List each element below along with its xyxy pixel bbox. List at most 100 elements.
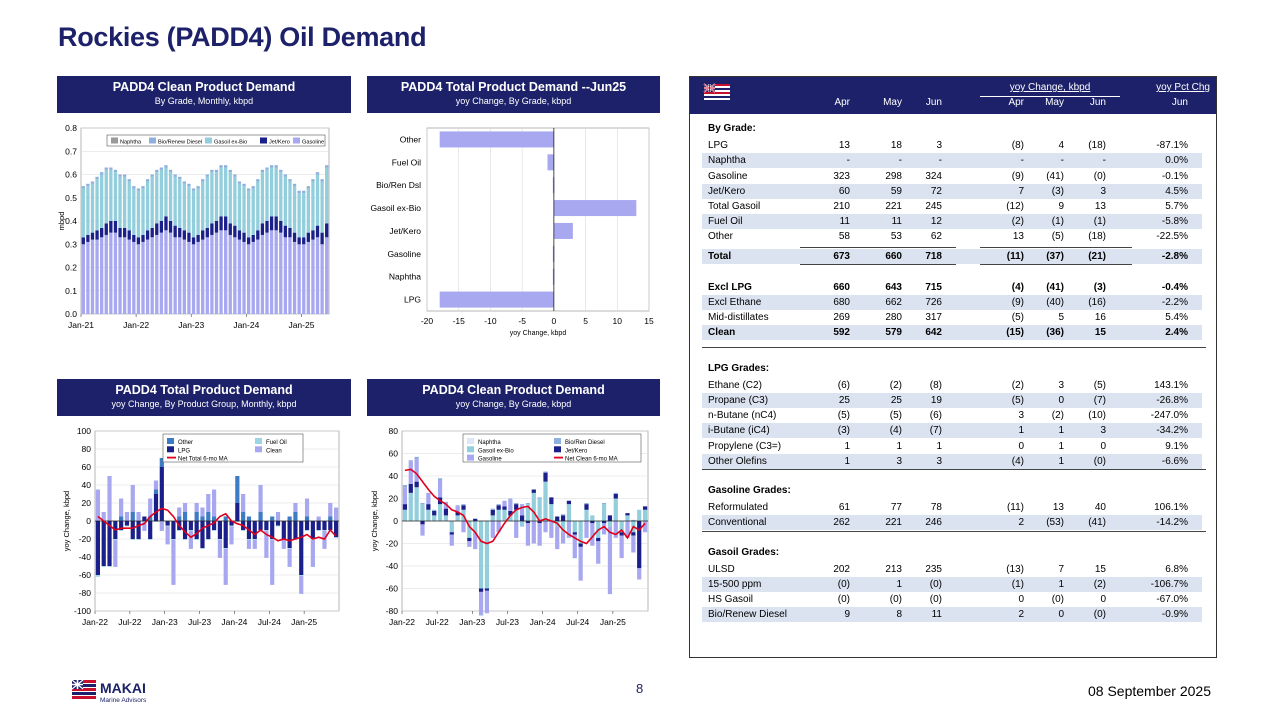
row-value: (0): [929, 594, 942, 606]
legend-label: Net Total 6-mo MA: [178, 457, 228, 463]
bar-gasoil-ex-bio: [132, 188, 136, 235]
bar-gasoline: [237, 239, 242, 314]
y-tick-label: 20: [389, 494, 399, 504]
bar-jet-kero: [187, 232, 191, 242]
bar-fuel-oil: [171, 539, 176, 540]
legend-swatch: [554, 438, 561, 444]
bar-gasoline: [113, 232, 118, 314]
category-label: Fuel Oil: [392, 157, 421, 167]
panel-subtitle: yoy Change, By Grade, kbpd: [455, 399, 572, 409]
bar-other: [130, 512, 135, 521]
x-tick-label: Jan-25: [288, 320, 314, 330]
row-label: Gasoline: [708, 170, 748, 182]
bar-bio-ren-diesel: [437, 478, 443, 481]
bar-gasoil-ex-bio: [443, 515, 449, 521]
row-value: (7): [1093, 395, 1106, 406]
bar-gasoline: [141, 241, 145, 314]
table-row: Ethane (C2) (6) (2) (8) (2) 3 (5) 143.1%: [702, 378, 1202, 393]
bar-fuel-oil: [182, 539, 188, 540]
bar-gasoil-ex-bio: [100, 174, 104, 228]
bar-gasoline: [100, 237, 104, 314]
bar-clean: [95, 489, 100, 521]
bar-bio-ren-diesel: [514, 503, 519, 505]
bar-gasoline: [306, 241, 310, 314]
table-divider: [800, 263, 956, 265]
bar-fuel-oil: [113, 539, 118, 540]
bar-gasoil-ex-bio: [164, 167, 168, 217]
bar-gasoline: [210, 234, 214, 314]
y-axis-label: mbpd: [57, 212, 66, 231]
header-pct-group: yoy Pct Chg: [1156, 82, 1210, 93]
bar-gasoil-ex-bio: [525, 504, 531, 521]
bar-lpg: [229, 521, 234, 526]
row-value: 9.1%: [1165, 440, 1188, 452]
bar-gasoline: [514, 521, 519, 538]
bar-lpg: [322, 521, 327, 530]
header-col-may: May: [883, 97, 902, 108]
bar-lpg: [316, 521, 321, 530]
category-label: Gasoil ex-Bio: [370, 203, 421, 213]
bar-jet-kero: [251, 234, 255, 242]
bar-other: [235, 476, 240, 503]
bar-jet-kero: [219, 216, 223, 231]
bar-gasoil-ex-bio: [90, 183, 95, 233]
bar-jet-kero: [414, 481, 419, 488]
bar-bio-renew-diesel: [279, 169, 283, 173]
bar-gasoil-ex-bio: [288, 181, 292, 228]
bar-lpg: [107, 521, 112, 566]
table-row: Reformulated 61 77 78 (11) 13 40 106.1%: [702, 500, 1202, 515]
row-value: 2.4%: [1165, 327, 1188, 339]
bar-gasoline: [596, 541, 601, 564]
row-value: -: [938, 155, 942, 167]
table-row: i-Butane (iC4) (3) (4) (7) 1 1 3 -34.2%: [702, 423, 1202, 439]
bar-jet-kero: [508, 510, 513, 516]
row-value: 660: [833, 281, 850, 293]
bar-gasoline: [178, 237, 182, 314]
x-tick-label: Jan-23: [178, 320, 204, 330]
bar-gasoline: [543, 521, 548, 533]
x-tick-label: -20: [421, 316, 434, 326]
bar-fuel-oil: [159, 521, 164, 522]
x-axis-label: yoy Change, kbpd: [510, 330, 567, 337]
y-tick-label: -80: [79, 588, 92, 598]
table-row: Clean 592 579 642 (15) (36) 15 2.4%: [702, 325, 1202, 341]
row-value: (7): [929, 425, 942, 437]
bar-clean: [281, 539, 286, 549]
bar-jet-kero: [408, 483, 413, 493]
bar-clean: [316, 516, 321, 521]
bar-jet-kero: [607, 515, 613, 521]
header-col-apr: Apr: [834, 97, 850, 108]
legend-swatch: [260, 137, 267, 144]
demand-table: yoy Change, kbpd yoy Pct Chg Apr May Jun Ap…: [689, 76, 1217, 658]
bar-jet-kero: [402, 504, 408, 510]
bar-jet-kero: [467, 537, 472, 542]
row-value: (41): [1046, 170, 1064, 182]
bar-gasoil-ex-bio: [159, 169, 164, 221]
row-label: Excl LPG: [708, 281, 752, 293]
header-col-may: May: [1045, 97, 1064, 108]
row-value: 210: [833, 201, 850, 212]
row-value: 11: [931, 609, 942, 621]
bar-fuel-oil: [547, 154, 554, 171]
row-value: 13: [1094, 201, 1106, 212]
bar-gasoil-ex-bio: [242, 186, 246, 233]
bar-jet-kero: [496, 505, 501, 510]
x-tick-label: Jul-22: [426, 617, 449, 627]
row-value: 221: [885, 201, 902, 212]
bar-lpg: [130, 521, 135, 539]
bar-gasoline: [145, 239, 150, 314]
bar-gasoil-ex-bio: [269, 167, 274, 217]
bar-gasoil-ex-bio: [201, 181, 205, 231]
bar-bio-ren-diesel: [490, 508, 495, 510]
bar-gasoil-ex-bio: [473, 521, 478, 533]
bar-jet-kero: [625, 513, 630, 516]
panel-header-total-by-group: PADD4 Total Product Demand yoy Change, B…: [57, 379, 351, 416]
row-value: -: [846, 155, 850, 167]
bar-bio-ren-diesel: [508, 498, 513, 500]
bar-jet-kero: [122, 227, 127, 238]
row-value: 53: [890, 231, 902, 243]
row-value: 0: [1100, 440, 1106, 452]
y-tick-label: -40: [79, 552, 92, 562]
row-value: (0): [1093, 609, 1106, 621]
y-axis-label: yoy Change, kbpd: [62, 491, 71, 551]
